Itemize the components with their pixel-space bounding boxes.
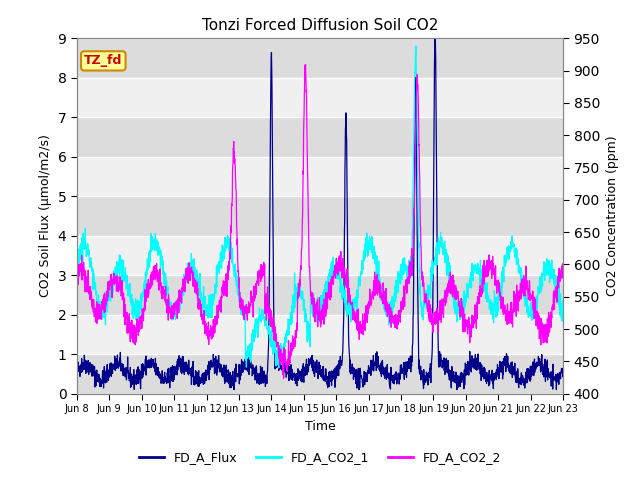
Bar [77, 275, 563, 315]
Bar [77, 315, 563, 354]
Legend: FD_A_Flux, FD_A_CO2_1, FD_A_CO2_2: FD_A_Flux, FD_A_CO2_1, FD_A_CO2_2 [134, 446, 506, 469]
Bar [77, 236, 563, 275]
X-axis label: Time: Time [305, 420, 335, 432]
Bar [77, 157, 563, 196]
Bar [77, 117, 563, 157]
Bar [77, 196, 563, 236]
Bar [77, 38, 563, 78]
Y-axis label: CO2 Concentration (ppm): CO2 Concentration (ppm) [605, 136, 618, 296]
Y-axis label: CO2 Soil Flux (μmol/m2/s): CO2 Soil Flux (μmol/m2/s) [39, 134, 52, 298]
Title: Tonzi Forced Diffusion Soil CO2: Tonzi Forced Diffusion Soil CO2 [202, 18, 438, 33]
Bar [77, 78, 563, 117]
Text: TZ_fd: TZ_fd [84, 54, 122, 67]
Bar [77, 354, 563, 394]
